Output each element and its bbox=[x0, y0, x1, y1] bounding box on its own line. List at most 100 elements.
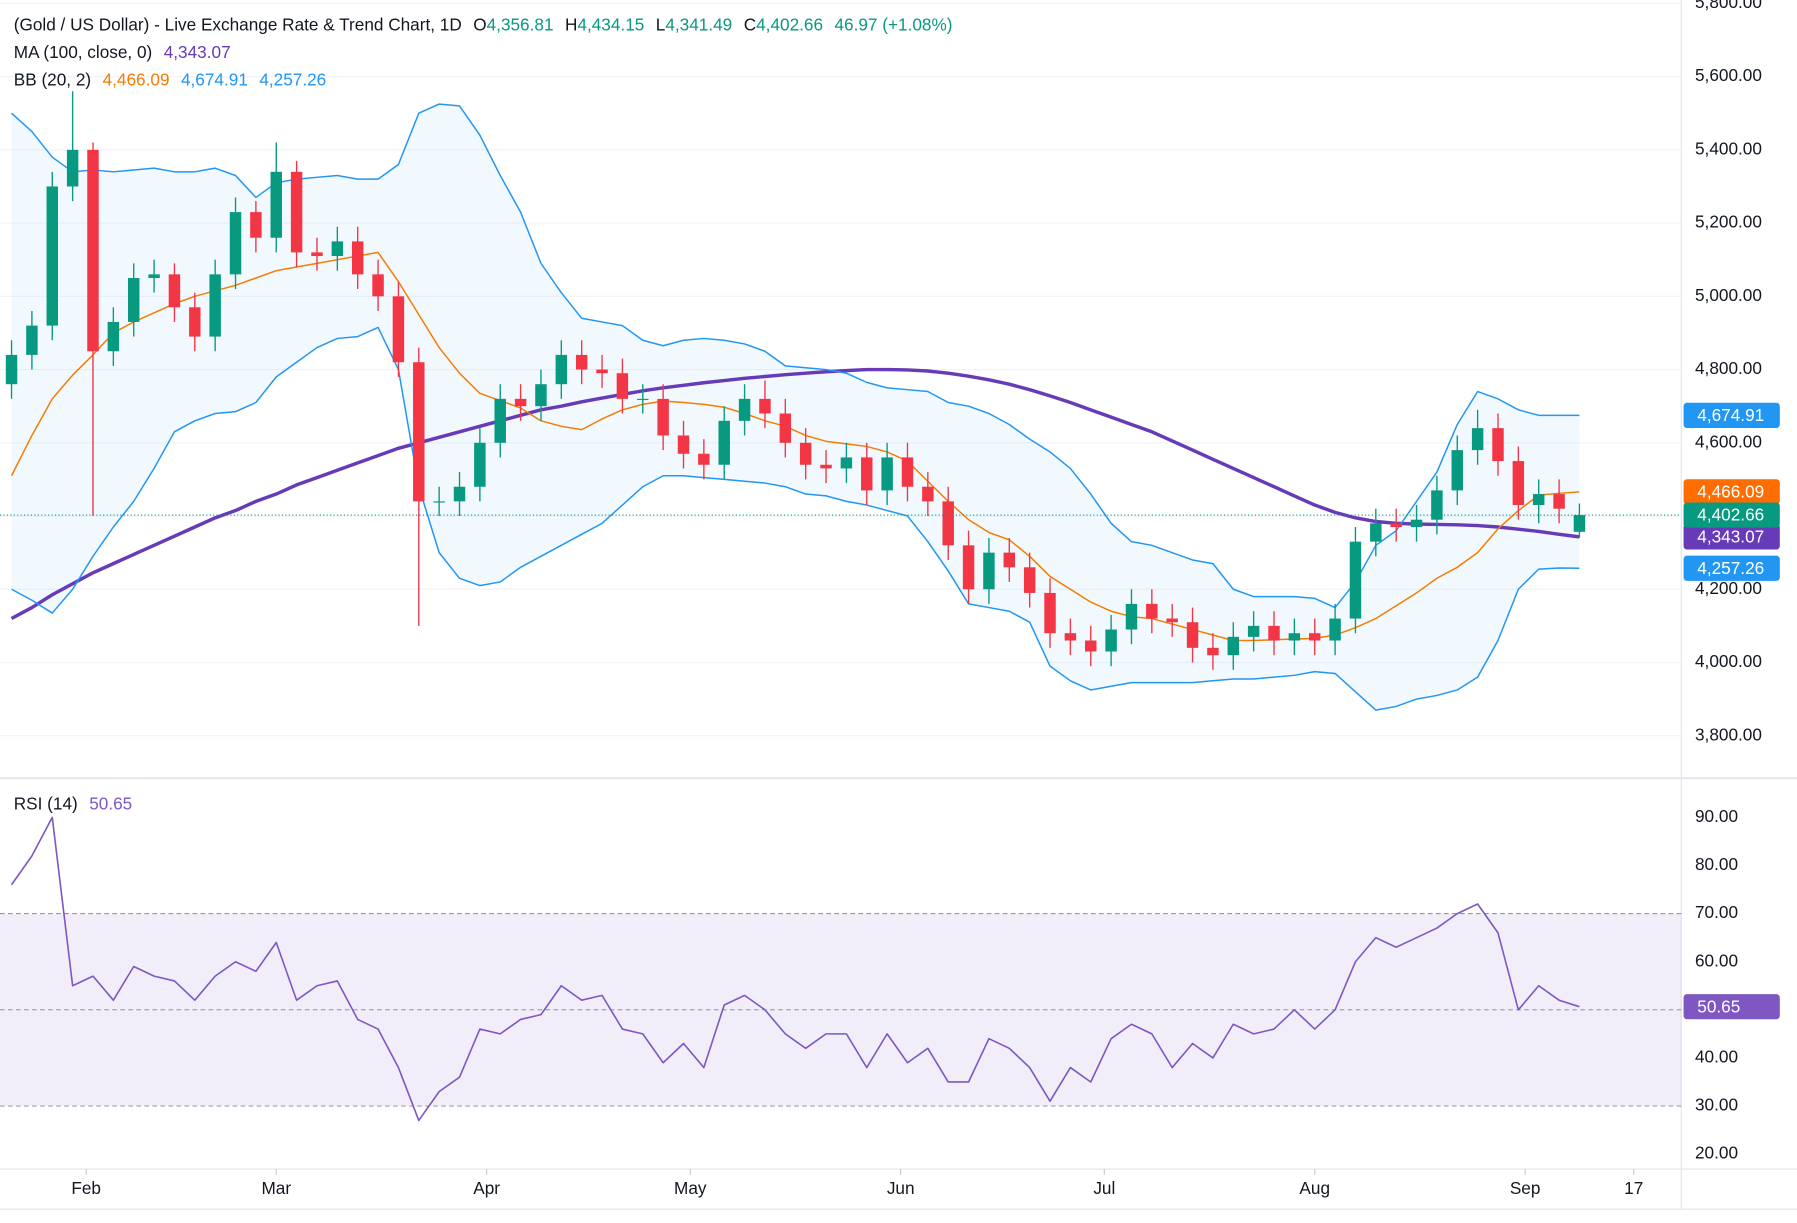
candle-body bbox=[555, 354, 568, 385]
indicator-badge-label: 4,466.09 bbox=[1697, 482, 1764, 502]
candle-body bbox=[1431, 490, 1443, 520]
candle-body bbox=[1044, 592, 1056, 634]
ohlc-value: 4,341.49 bbox=[665, 14, 732, 34]
candle-body bbox=[494, 398, 506, 443]
candle-body bbox=[1512, 461, 1525, 506]
candle-body bbox=[392, 296, 405, 363]
candle-body bbox=[413, 362, 425, 502]
candle-body bbox=[922, 486, 934, 502]
candle-body bbox=[1471, 428, 1484, 451]
candle-body bbox=[311, 252, 323, 257]
candle-body bbox=[1023, 567, 1036, 593]
x-tick-label: Mar bbox=[261, 1178, 291, 1198]
candle-body bbox=[189, 307, 201, 337]
candle-body bbox=[290, 171, 303, 253]
indicator-value: 4,343.07 bbox=[164, 41, 231, 61]
y-tick-label: 80.00 bbox=[1695, 854, 1738, 874]
candle-body bbox=[840, 457, 853, 469]
candle-body bbox=[983, 552, 995, 590]
indicator-line bbox=[11, 326, 1580, 711]
candle-body bbox=[718, 420, 730, 465]
candle-body bbox=[1064, 633, 1077, 641]
header-line: (Gold / US Dollar) - Live Exchange Rate … bbox=[14, 14, 953, 34]
y-tick-label: 4,800.00 bbox=[1695, 358, 1762, 378]
indicator-value: 4,257.26 bbox=[259, 69, 326, 89]
candle-body bbox=[209, 274, 221, 337]
candle-body bbox=[26, 325, 38, 355]
ohlc-key: L bbox=[656, 14, 666, 34]
x-tick-label: Aug bbox=[1299, 1178, 1330, 1198]
ohlc-value: 4,356.81 bbox=[487, 14, 554, 34]
x-tick-label: Apr bbox=[473, 1178, 500, 1198]
candle-body bbox=[1146, 603, 1158, 619]
candle-body bbox=[127, 278, 140, 322]
candle-body bbox=[1085, 640, 1097, 652]
y-tick-label: 5,800.00 bbox=[1695, 0, 1762, 12]
candle-body bbox=[250, 212, 262, 238]
indicator-badge bbox=[1683, 524, 1780, 550]
y-tick-label: 5,600.00 bbox=[1695, 65, 1762, 85]
candle-body bbox=[1573, 515, 1586, 532]
y-tick-label: 5,200.00 bbox=[1695, 212, 1762, 232]
rsi-line bbox=[10, 816, 1580, 1122]
candle-body bbox=[698, 453, 710, 465]
rsi-legend: RSI (14) 50.65 bbox=[14, 793, 132, 813]
candle-body bbox=[87, 149, 99, 352]
candle-body bbox=[351, 241, 364, 275]
candle-body bbox=[1125, 603, 1138, 630]
candle-body bbox=[229, 212, 242, 275]
x-tick-label: Sep bbox=[1510, 1178, 1541, 1198]
candle-body bbox=[820, 464, 832, 469]
candle-body bbox=[799, 442, 812, 465]
candle-body bbox=[1186, 622, 1199, 648]
y-tick-label: 70.00 bbox=[1695, 902, 1738, 922]
candle-body bbox=[861, 457, 873, 491]
candle-body bbox=[616, 373, 629, 399]
candle-body bbox=[1390, 523, 1402, 528]
candle-body bbox=[1410, 519, 1423, 528]
candle-body bbox=[148, 274, 160, 279]
candle-body bbox=[1329, 618, 1341, 641]
indicator-badge-label: 4,257.26 bbox=[1697, 558, 1764, 578]
candle-body bbox=[759, 398, 771, 414]
candle-body bbox=[1003, 552, 1016, 568]
indicator-value: 4,466.09 bbox=[103, 69, 170, 89]
y-tick-label: 5,000.00 bbox=[1695, 285, 1762, 305]
candle-body bbox=[1370, 523, 1382, 542]
change-value: 46.97 (+1.08%) bbox=[834, 14, 952, 34]
y-tick-label: 4,200.00 bbox=[1695, 578, 1762, 598]
candle-body bbox=[901, 457, 914, 487]
ohlc-key: H bbox=[565, 14, 577, 34]
chart-title: (Gold / US Dollar) - Live Exchange Rate … bbox=[14, 14, 462, 34]
candle-body bbox=[738, 398, 751, 421]
y-tick-label: 4,600.00 bbox=[1695, 431, 1762, 451]
ohlc-value: 4,434.15 bbox=[577, 14, 644, 34]
candle-body bbox=[331, 241, 344, 257]
y-tick-label: 3,800.00 bbox=[1695, 724, 1762, 744]
indicator-badge-label: 4,343.07 bbox=[1697, 527, 1764, 547]
candle-body bbox=[66, 149, 79, 187]
x-tick-label: 17 bbox=[1624, 1178, 1643, 1198]
candle-body bbox=[1268, 625, 1280, 641]
ohlc-key: C bbox=[744, 14, 756, 34]
candle-body bbox=[1247, 625, 1260, 637]
rsi-badge bbox=[1683, 994, 1780, 1020]
last-price-badge bbox=[1683, 502, 1780, 528]
candle-body bbox=[779, 413, 792, 443]
candle-body bbox=[107, 321, 120, 352]
x-tick-label: Jul bbox=[1093, 1178, 1115, 1198]
candle-body bbox=[168, 274, 181, 308]
ohlc-value: 4,402.66 bbox=[756, 14, 823, 34]
labels: 3,800.004,000.004,200.004,400.004,600.00… bbox=[14, 0, 1780, 1198]
candle-body bbox=[677, 435, 690, 454]
indicator-badge bbox=[1683, 479, 1780, 505]
candle-body bbox=[596, 369, 608, 374]
candle-body bbox=[1532, 494, 1545, 506]
candle-body bbox=[637, 398, 649, 400]
candle-body bbox=[1308, 633, 1321, 641]
indicator-line bbox=[10, 367, 1580, 621]
x-tick-label: Jun bbox=[887, 1178, 915, 1198]
x-tick-label: May bbox=[674, 1178, 707, 1198]
candle-body bbox=[1288, 633, 1301, 641]
